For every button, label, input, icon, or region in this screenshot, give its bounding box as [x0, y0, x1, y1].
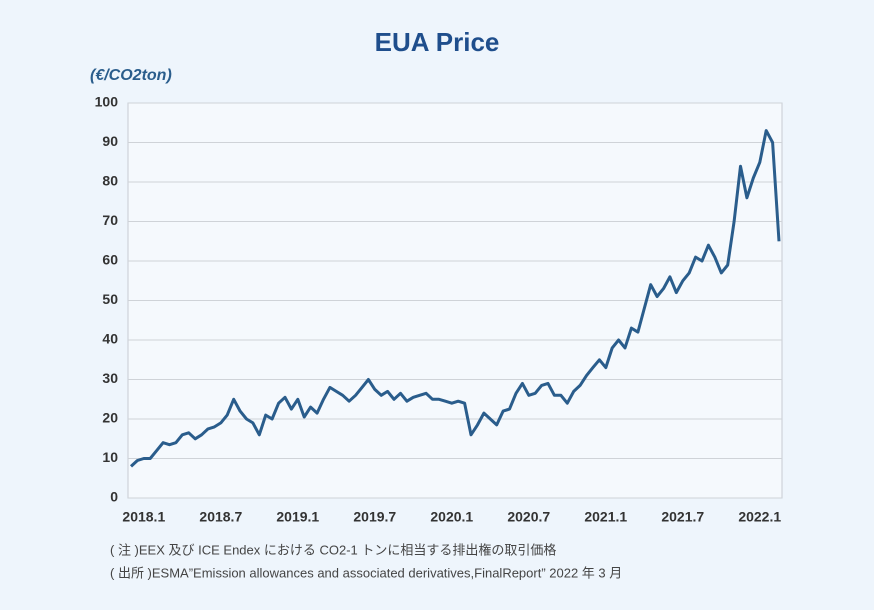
- y-tick-label: 70: [102, 212, 118, 228]
- y-tick-label: 0: [110, 489, 118, 505]
- y-tick-label: 100: [95, 94, 119, 110]
- x-tick-label: 2019.7: [353, 509, 396, 525]
- x-tick-label: 2022.1: [738, 509, 781, 525]
- x-tick-label: 2018.7: [199, 509, 242, 525]
- price-line: [129, 129, 781, 468]
- x-tick-label: 2018.1: [122, 509, 165, 525]
- x-tick-label: 2021.1: [584, 509, 627, 525]
- x-tick-label: 2019.1: [276, 509, 319, 525]
- chart-title: EUA Price: [375, 27, 500, 57]
- y-tick-label: 80: [102, 173, 118, 189]
- x-tick-label: 2020.1: [430, 509, 473, 525]
- y-tick-label: 40: [102, 331, 118, 347]
- y-tick-label: 50: [102, 291, 118, 307]
- y-tick-label: 30: [102, 370, 118, 386]
- note: ( 注 )EEX 及び ICE Endex における CO2-1 トンに相当する…: [110, 542, 556, 557]
- y-axis-label: (€/CO2ton): [90, 67, 172, 84]
- x-tick-label: 2021.7: [661, 509, 704, 525]
- note: ( 出所 )ESMA”Emission allowances and assoc…: [110, 565, 622, 580]
- y-tick-label: 20: [102, 410, 118, 426]
- x-tick-label: 2020.7: [507, 509, 550, 525]
- y-tick-label: 60: [102, 252, 118, 268]
- y-tick-label: 90: [102, 133, 118, 149]
- y-tick-label: 10: [102, 449, 118, 465]
